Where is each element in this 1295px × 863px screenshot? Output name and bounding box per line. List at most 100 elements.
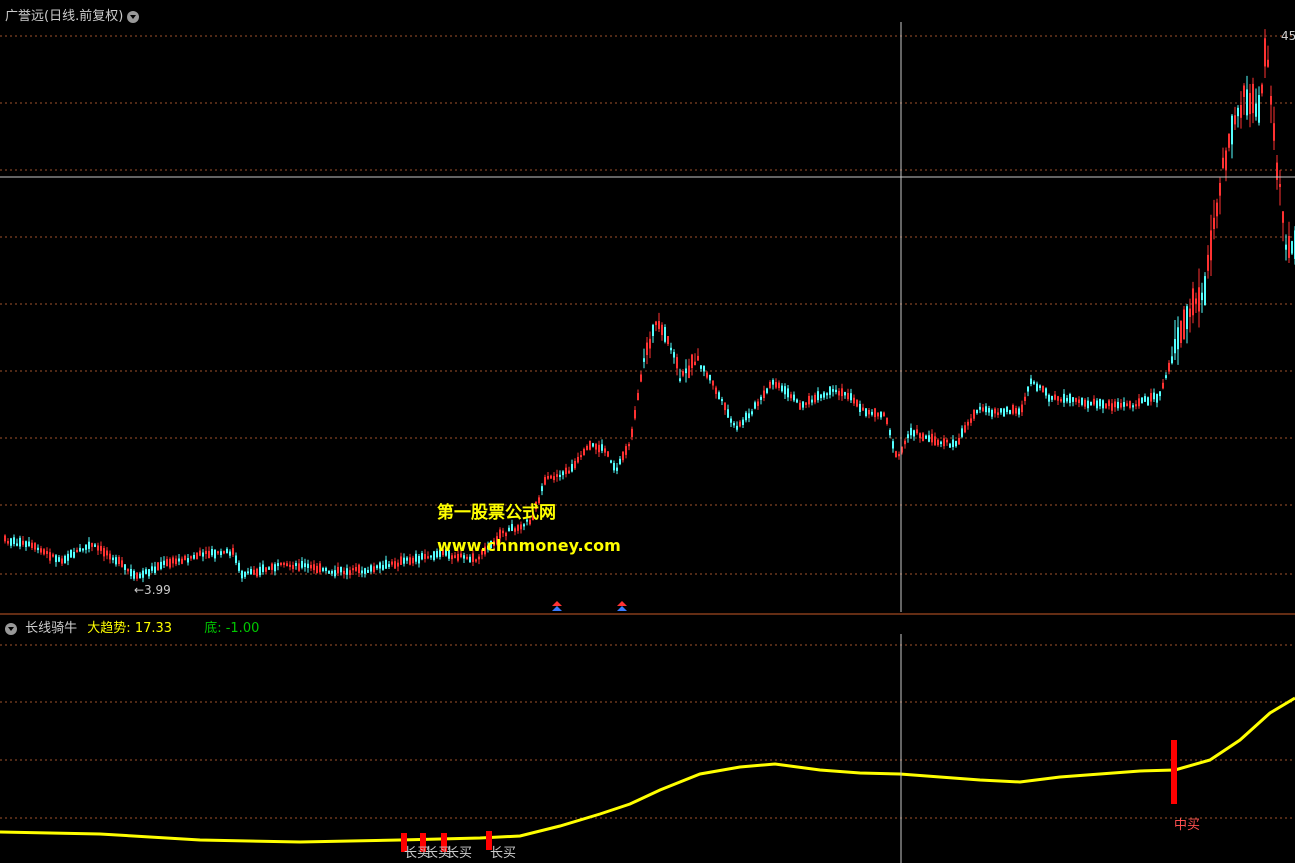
- candle-body: [685, 368, 687, 374]
- candle-body: [1120, 403, 1122, 408]
- candle-body: [133, 570, 135, 579]
- candle-body: [436, 550, 438, 558]
- candle-body: [541, 486, 543, 492]
- candle-body: [163, 560, 165, 565]
- candle-body: [94, 544, 96, 547]
- candle-body: [1027, 386, 1029, 392]
- watermark-url: www.chnmoney.com: [437, 536, 621, 555]
- candle-body: [433, 551, 435, 560]
- candle-body: [226, 548, 228, 554]
- candle-body: [175, 558, 177, 565]
- candle-body: [817, 391, 819, 401]
- candle-body: [1225, 150, 1227, 171]
- candle-body: [556, 474, 558, 477]
- candle-body: [925, 435, 927, 439]
- candle-body: [997, 412, 999, 416]
- candle-body: [244, 571, 246, 577]
- candle-body: [802, 401, 804, 408]
- candle-body: [364, 568, 366, 574]
- candle-body: [313, 564, 315, 571]
- candle-body: [34, 543, 36, 550]
- candle-body: [1048, 394, 1050, 402]
- candle-body: [439, 549, 441, 557]
- candle-body: [553, 476, 555, 481]
- candle-body: [532, 512, 534, 521]
- candle-body: [493, 540, 495, 547]
- candle-body: [895, 451, 897, 458]
- candle-body: [877, 412, 879, 417]
- main-panel-title: 广誉远(日线.前复权): [5, 9, 124, 24]
- candle-body: [127, 569, 129, 572]
- signal-bar: [401, 833, 407, 852]
- candle-body: [28, 541, 30, 546]
- candle-body: [586, 446, 588, 450]
- candle-body: [232, 548, 234, 555]
- candle-body: [844, 392, 846, 396]
- candle-body: [985, 406, 987, 413]
- candle-body: [694, 361, 696, 366]
- candle-body: [1273, 123, 1275, 141]
- candle-body: [448, 549, 450, 559]
- candle-body: [229, 551, 231, 556]
- candle-body: [1093, 398, 1095, 405]
- candle-body: [1285, 244, 1287, 250]
- candle-body: [367, 570, 369, 573]
- candle-body: [70, 549, 72, 558]
- candle-body: [874, 408, 876, 418]
- candle-body: [460, 553, 462, 558]
- candle-body: [19, 537, 21, 547]
- candle-body: [256, 568, 258, 577]
- candle-body: [580, 455, 582, 458]
- candle-body: [358, 564, 360, 574]
- candle-body: [241, 570, 243, 579]
- candle-body: [643, 358, 645, 362]
- candle-body: [1009, 410, 1011, 414]
- candle-body: [1081, 397, 1083, 405]
- candle-body: [1033, 381, 1035, 384]
- candle-body: [1150, 393, 1152, 402]
- candle-body: [1237, 107, 1239, 117]
- candle-body: [1003, 408, 1005, 417]
- candle-body: [1030, 378, 1032, 384]
- candle-body: [136, 572, 138, 579]
- candle-body: [7, 541, 9, 544]
- candle-body: [715, 387, 717, 394]
- candle-body: [718, 392, 720, 400]
- candle-body: [1063, 393, 1065, 403]
- candle-body: [466, 556, 468, 559]
- candle-body: [265, 567, 267, 572]
- candle-body: [301, 561, 303, 568]
- candle-body: [679, 378, 681, 382]
- candle-body: [1123, 402, 1125, 407]
- candle-body: [943, 438, 945, 447]
- candle-body: [646, 342, 648, 356]
- signal-label: 长买: [404, 846, 430, 861]
- candle-body: [583, 448, 585, 455]
- signal-bar: [1171, 740, 1177, 804]
- candle-body: [343, 570, 345, 575]
- candle-body: [58, 557, 60, 562]
- candle-body: [799, 402, 801, 410]
- candle-body: [1204, 276, 1206, 306]
- chevron-down-icon[interactable]: [127, 10, 140, 23]
- candle-body: [907, 434, 909, 439]
- candle-body: [790, 394, 792, 399]
- candle-body: [835, 389, 837, 393]
- candle-body: [55, 555, 57, 563]
- candle-body: [952, 439, 954, 448]
- candle-body: [574, 460, 576, 469]
- indicator-name[interactable]: 长线骑牛: [25, 621, 78, 636]
- candle-body: [382, 565, 384, 570]
- candle-body: [1183, 309, 1185, 340]
- candle-body: [235, 555, 237, 563]
- chevron-down-icon[interactable]: [5, 622, 17, 635]
- candle-body: [379, 562, 381, 569]
- candle-body: [37, 547, 39, 551]
- candle-body: [748, 413, 750, 419]
- candle-body: [598, 444, 600, 453]
- candle-body: [670, 347, 672, 351]
- candle-body: [1102, 400, 1104, 409]
- candle-body: [910, 427, 912, 436]
